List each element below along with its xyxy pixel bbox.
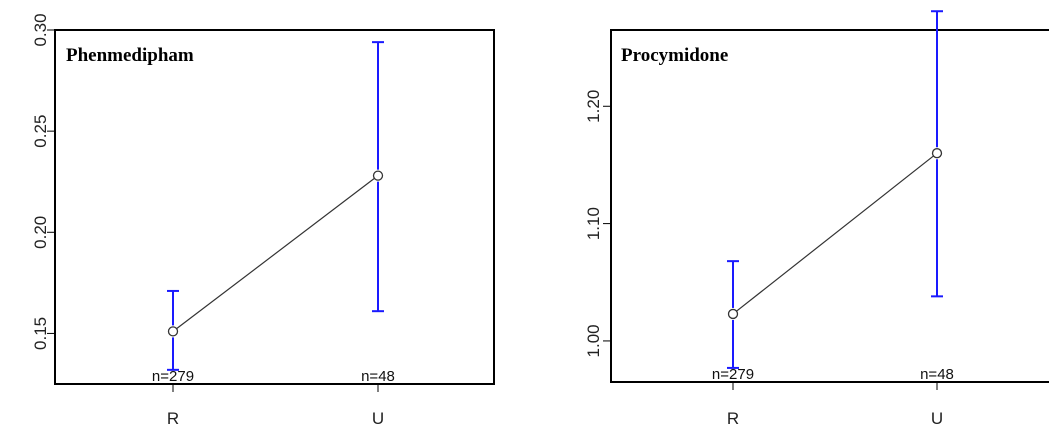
y-tick-label: 1.10	[584, 207, 603, 240]
mean-point	[727, 308, 739, 320]
mean-point	[372, 170, 384, 181]
y-tick-label: 0.25	[31, 115, 50, 148]
x-tick-label: U	[931, 409, 943, 428]
plot-frame	[54, 29, 495, 385]
panel-procymidone: Procymidone 1.00 1.10 1.20 R Un=279 n=48	[584, 10, 1049, 428]
mean-point	[931, 148, 943, 159]
panel-title: Phenmedipham	[66, 45, 194, 66]
sample-size-label: n=279	[152, 368, 194, 385]
y-tick-label: 0.15	[31, 317, 50, 350]
series-line	[732, 152, 938, 315]
panel-phenmedipham: Phenmedipham 0.15 0.20 0.25 0.30 R Un=279 n=48	[31, 13, 495, 428]
plot-frame	[610, 29, 1049, 383]
sample-size-label: n=48	[920, 366, 954, 383]
mean-point	[167, 326, 179, 337]
y-tick-label: 0.30	[31, 13, 50, 46]
x-tick-label: R	[727, 409, 739, 428]
y-tick-label: 1.20	[584, 90, 603, 123]
sample-size-label: n=48	[361, 368, 395, 385]
y-tick-label: 1.00	[584, 324, 603, 357]
panel-title: Procymidone	[621, 45, 728, 66]
series-line	[172, 175, 379, 332]
x-tick-label: R	[167, 409, 179, 428]
y-tick-label: 0.20	[31, 216, 50, 249]
x-tick-label: U	[372, 409, 384, 428]
sample-size-label: n=279	[712, 366, 754, 383]
